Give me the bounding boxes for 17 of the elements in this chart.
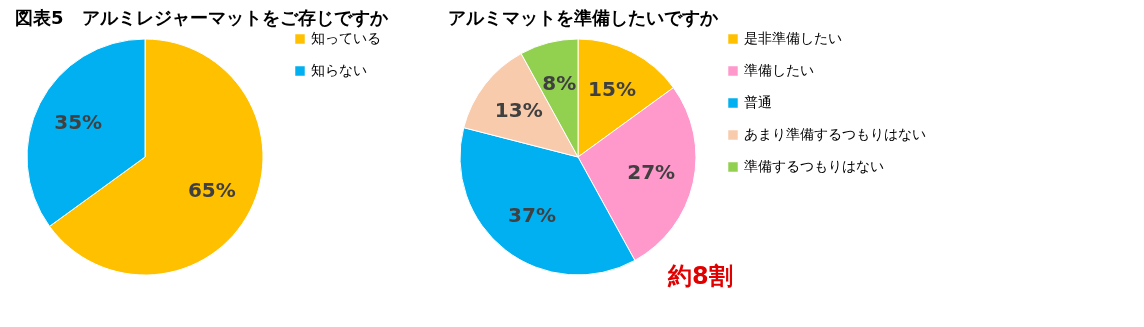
data-label: 8% bbox=[542, 71, 577, 96]
data-label: 65% bbox=[187, 178, 236, 203]
legend-label: 是非準備したい bbox=[744, 30, 842, 46]
data-label: 15% bbox=[588, 77, 636, 102]
data-label: 13% bbox=[494, 98, 543, 123]
legend-label: あまり準備するつもりはない bbox=[744, 126, 926, 142]
data-label: 27% bbox=[627, 160, 676, 185]
chart-title: アルミマットを準備したいですか bbox=[448, 7, 719, 28]
legend-label: 準備するつもりはない bbox=[744, 158, 884, 174]
legend-label: 普通 bbox=[744, 94, 772, 110]
chart-title: 図表5 アルミレジャーマットをご存じですか bbox=[15, 7, 389, 28]
data-label: 37% bbox=[508, 203, 556, 228]
legend-label: 知らない bbox=[311, 62, 367, 78]
legend-label: 準備したい bbox=[744, 62, 814, 78]
legend-label: 知っている bbox=[311, 30, 381, 46]
text: 約8割 bbox=[667, 262, 733, 290]
data-label: 35% bbox=[54, 109, 103, 134]
